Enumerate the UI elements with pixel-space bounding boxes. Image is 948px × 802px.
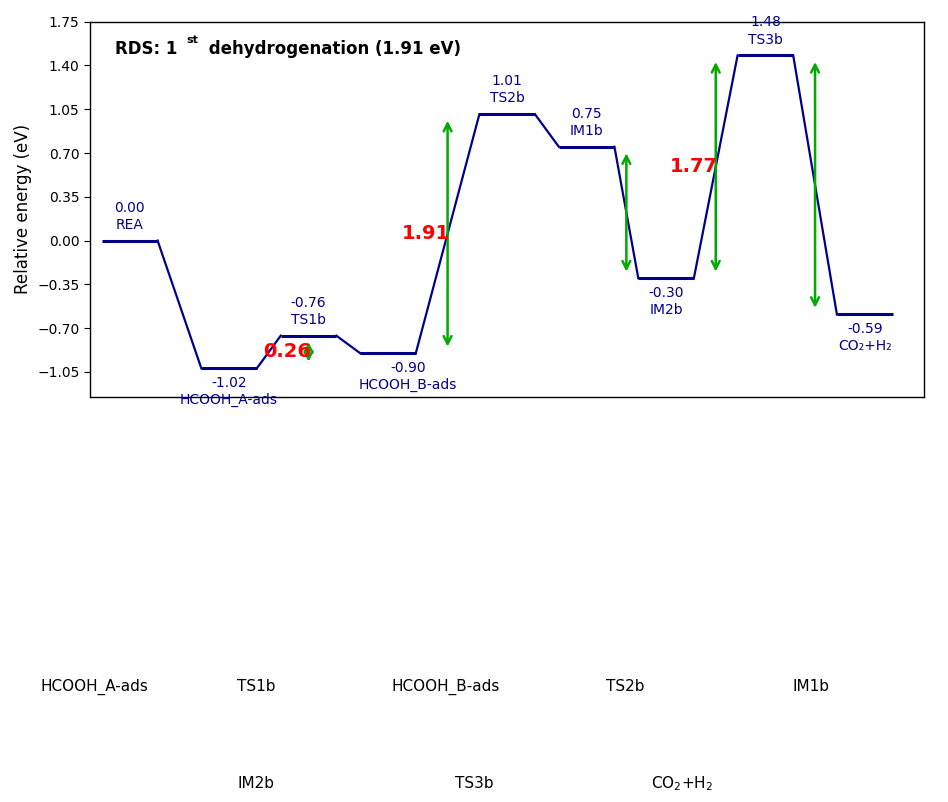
Text: TS2b: TS2b [607, 679, 645, 694]
Text: TS1b: TS1b [237, 679, 275, 694]
Text: dehydrogenation (1.91 eV): dehydrogenation (1.91 eV) [203, 40, 461, 59]
Text: -0.90
HCOOH_B-ads: -0.90 HCOOH_B-ads [358, 361, 457, 392]
Text: 0.00
REA: 0.00 REA [115, 200, 145, 232]
Text: TS3b: TS3b [455, 776, 493, 792]
Text: -0.59
CO₂+H₂: -0.59 CO₂+H₂ [838, 322, 891, 353]
Text: IM2b: IM2b [237, 776, 275, 792]
Text: 1.77: 1.77 [670, 157, 718, 176]
Text: 0.26: 0.26 [263, 342, 311, 362]
Text: CO$_2$+H$_2$: CO$_2$+H$_2$ [651, 775, 714, 793]
Text: 0.75
IM1b: 0.75 IM1b [570, 107, 604, 138]
Text: 1.01
TS2b: 1.01 TS2b [490, 74, 524, 106]
Text: RDS: 1: RDS: 1 [115, 40, 177, 59]
Text: 1.91: 1.91 [402, 225, 449, 243]
Text: 1.48
TS3b: 1.48 TS3b [748, 15, 783, 47]
Y-axis label: Relative energy (eV): Relative energy (eV) [13, 124, 31, 294]
Text: HCOOH_A-ads: HCOOH_A-ads [41, 678, 149, 695]
Text: -0.30
IM2b: -0.30 IM2b [648, 286, 684, 317]
Text: -1.02
HCOOH_A-ads: -1.02 HCOOH_A-ads [180, 375, 278, 407]
Text: IM1b: IM1b [792, 679, 830, 694]
Text: HCOOH_B-ads: HCOOH_B-ads [392, 678, 500, 695]
Text: st: st [186, 34, 198, 45]
Text: -0.76
TS1b: -0.76 TS1b [291, 296, 326, 327]
